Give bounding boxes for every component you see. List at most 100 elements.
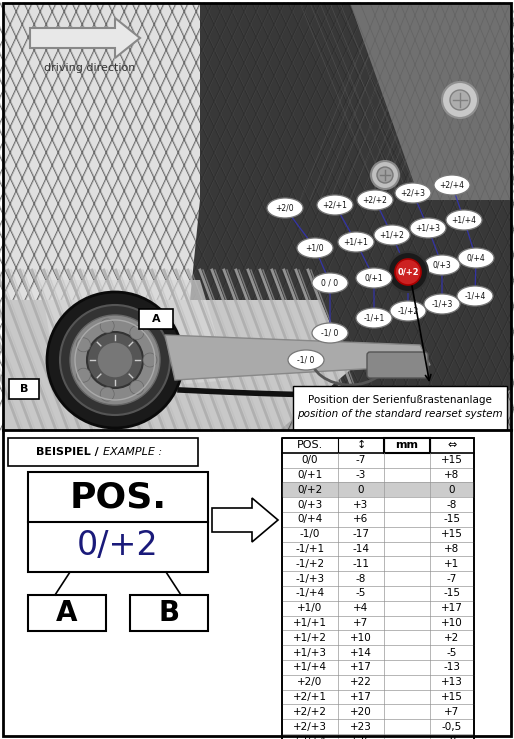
Text: 0/+1: 0/+1 xyxy=(298,470,323,480)
Text: 0: 0 xyxy=(449,485,455,495)
Text: +3: +3 xyxy=(354,500,369,510)
Bar xyxy=(384,438,430,453)
Circle shape xyxy=(100,319,114,333)
Text: 0/+1: 0/+1 xyxy=(365,273,383,282)
Ellipse shape xyxy=(267,198,303,218)
Text: -7: -7 xyxy=(447,573,457,584)
Text: +2/+3: +2/+3 xyxy=(293,721,327,732)
Circle shape xyxy=(60,305,170,415)
Text: +15: +15 xyxy=(441,692,463,702)
Text: -15: -15 xyxy=(444,588,461,599)
Circle shape xyxy=(130,381,144,395)
Text: +17: +17 xyxy=(350,662,372,672)
Ellipse shape xyxy=(424,255,460,275)
Ellipse shape xyxy=(338,232,374,252)
FancyBboxPatch shape xyxy=(9,379,39,399)
Text: +1/+2: +1/+2 xyxy=(379,231,405,239)
Ellipse shape xyxy=(357,190,393,210)
Ellipse shape xyxy=(458,248,494,268)
Text: +2/+4: +2/+4 xyxy=(293,736,327,739)
Text: -1/+2: -1/+2 xyxy=(397,307,418,316)
Text: -1/+1: -1/+1 xyxy=(296,544,324,554)
Text: +17: +17 xyxy=(350,692,372,702)
Text: +6: +6 xyxy=(354,514,369,525)
Text: position of the standard rearset system: position of the standard rearset system xyxy=(297,409,503,419)
Polygon shape xyxy=(185,3,511,430)
Text: +2/+2: +2/+2 xyxy=(362,196,388,205)
FancyBboxPatch shape xyxy=(139,309,173,329)
Bar xyxy=(3,430,511,736)
Polygon shape xyxy=(3,300,350,430)
Ellipse shape xyxy=(312,273,348,293)
Ellipse shape xyxy=(434,175,470,195)
Text: +2/+1: +2/+1 xyxy=(323,200,347,209)
Text: driving direction: driving direction xyxy=(44,63,136,73)
Text: -1/ 0: -1/ 0 xyxy=(321,329,339,338)
Text: 0/+2: 0/+2 xyxy=(298,485,323,495)
Text: +1/0: +1/0 xyxy=(306,243,324,253)
Text: -1/0: -1/0 xyxy=(300,529,320,539)
Text: +1/+4: +1/+4 xyxy=(293,662,327,672)
Text: +7: +7 xyxy=(354,618,369,628)
Text: +17: +17 xyxy=(441,603,463,613)
Ellipse shape xyxy=(395,183,431,203)
Circle shape xyxy=(130,326,144,340)
Text: +2/0: +2/0 xyxy=(276,203,295,213)
Ellipse shape xyxy=(457,286,493,306)
Circle shape xyxy=(70,315,160,405)
Text: 0/+3: 0/+3 xyxy=(433,261,451,270)
Text: -1/ 0: -1/ 0 xyxy=(297,355,315,364)
Circle shape xyxy=(47,292,183,428)
Text: +8: +8 xyxy=(445,544,460,554)
Ellipse shape xyxy=(410,218,446,238)
Text: -13: -13 xyxy=(444,662,461,672)
Text: B: B xyxy=(158,599,179,627)
Bar xyxy=(282,438,474,739)
Circle shape xyxy=(97,342,133,378)
Ellipse shape xyxy=(317,195,353,215)
Text: +4: +4 xyxy=(354,603,369,613)
Text: +2/+1: +2/+1 xyxy=(293,692,327,702)
Text: -5: -5 xyxy=(356,588,366,599)
Circle shape xyxy=(395,259,421,285)
Text: POS.: POS. xyxy=(297,440,323,450)
Circle shape xyxy=(87,332,143,388)
Text: -1/+4: -1/+4 xyxy=(464,291,486,301)
Circle shape xyxy=(77,338,90,352)
Text: 0 / 0: 0 / 0 xyxy=(321,279,339,287)
Text: 0/+2: 0/+2 xyxy=(77,530,159,562)
Text: +1/+2: +1/+2 xyxy=(293,633,327,643)
Text: +26: +26 xyxy=(350,736,372,739)
Text: -14: -14 xyxy=(353,544,370,554)
Ellipse shape xyxy=(446,210,482,230)
Text: ↕: ↕ xyxy=(356,440,365,450)
Ellipse shape xyxy=(374,225,410,245)
Circle shape xyxy=(377,167,393,183)
Text: 0/+3: 0/+3 xyxy=(298,500,323,510)
Bar xyxy=(130,595,208,631)
Text: BEISPIEL /: BEISPIEL / xyxy=(36,447,103,457)
Text: +22: +22 xyxy=(350,677,372,687)
Polygon shape xyxy=(3,3,200,430)
Text: +1/+4: +1/+4 xyxy=(451,216,476,225)
Ellipse shape xyxy=(288,350,324,370)
Text: +2/0: +2/0 xyxy=(298,677,323,687)
FancyBboxPatch shape xyxy=(367,352,428,378)
Text: +2/+2: +2/+2 xyxy=(293,706,327,717)
Text: +1/+3: +1/+3 xyxy=(415,223,440,233)
Text: A: A xyxy=(152,314,160,324)
Text: +10: +10 xyxy=(350,633,372,643)
Text: +2/+4: +2/+4 xyxy=(439,180,465,189)
Circle shape xyxy=(388,252,428,292)
Text: +1/+1: +1/+1 xyxy=(293,618,327,628)
Ellipse shape xyxy=(424,294,460,314)
Circle shape xyxy=(100,387,114,401)
Ellipse shape xyxy=(312,323,348,343)
Bar xyxy=(28,472,208,572)
Text: 0/+4: 0/+4 xyxy=(467,253,485,262)
Text: -17: -17 xyxy=(353,529,370,539)
Text: +14: +14 xyxy=(350,647,372,658)
Text: +20: +20 xyxy=(350,706,372,717)
Text: -0,5: -0,5 xyxy=(442,721,462,732)
Bar xyxy=(282,483,474,497)
